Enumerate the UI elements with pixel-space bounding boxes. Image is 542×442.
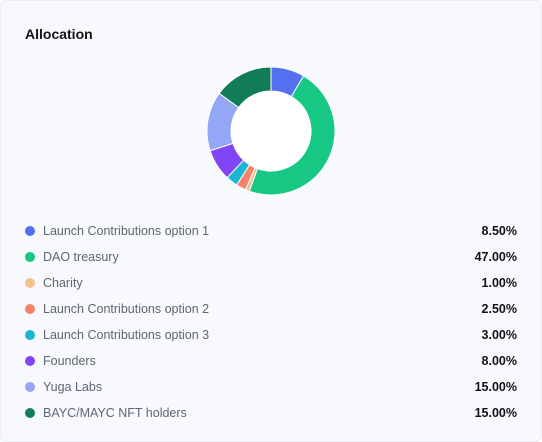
donut-hole xyxy=(231,91,311,171)
legend-value: 15.00% xyxy=(475,380,517,394)
legend-item: Launch Contributions option 2 2.50% xyxy=(25,296,517,322)
legend-swatch xyxy=(25,252,35,262)
legend-value: 15.00% xyxy=(475,406,517,420)
legend-swatch xyxy=(25,330,35,340)
legend-label: DAO treasury xyxy=(43,250,475,264)
legend-swatch xyxy=(25,304,35,314)
legend-value: 8.50% xyxy=(482,224,517,238)
chart-legend: Launch Contributions option 1 8.50% DAO tr… xyxy=(25,218,517,426)
legend-swatch xyxy=(25,356,35,366)
legend-item: Charity 1.00% xyxy=(25,270,517,296)
legend-item: Launch Contributions option 3 3.00% xyxy=(25,322,517,348)
legend-item: Founders 8.00% xyxy=(25,348,517,374)
legend-swatch xyxy=(25,278,35,288)
legend-item: Yuga Labs 15.00% xyxy=(25,374,517,400)
allocation-donut-chart xyxy=(201,61,341,201)
legend-label: Launch Contributions option 3 xyxy=(43,328,482,342)
legend-value: 1.00% xyxy=(482,276,517,290)
legend-label: Yuga Labs xyxy=(43,380,475,394)
legend-item: Launch Contributions option 1 8.50% xyxy=(25,218,517,244)
card-title: Allocation xyxy=(25,26,93,42)
legend-label: BAYC/MAYC NFT holders xyxy=(43,406,475,420)
legend-label: Launch Contributions option 1 xyxy=(43,224,482,238)
legend-label: Charity xyxy=(43,276,482,290)
legend-label: Launch Contributions option 2 xyxy=(43,302,482,316)
legend-value: 8.00% xyxy=(482,354,517,368)
legend-label: Founders xyxy=(43,354,482,368)
legend-value: 3.00% xyxy=(482,328,517,342)
legend-item: DAO treasury 47.00% xyxy=(25,244,517,270)
legend-swatch xyxy=(25,382,35,392)
legend-swatch xyxy=(25,408,35,418)
legend-item: BAYC/MAYC NFT holders 15.00% xyxy=(25,400,517,426)
legend-value: 47.00% xyxy=(475,250,517,264)
legend-swatch xyxy=(25,226,35,236)
legend-value: 2.50% xyxy=(482,302,517,316)
